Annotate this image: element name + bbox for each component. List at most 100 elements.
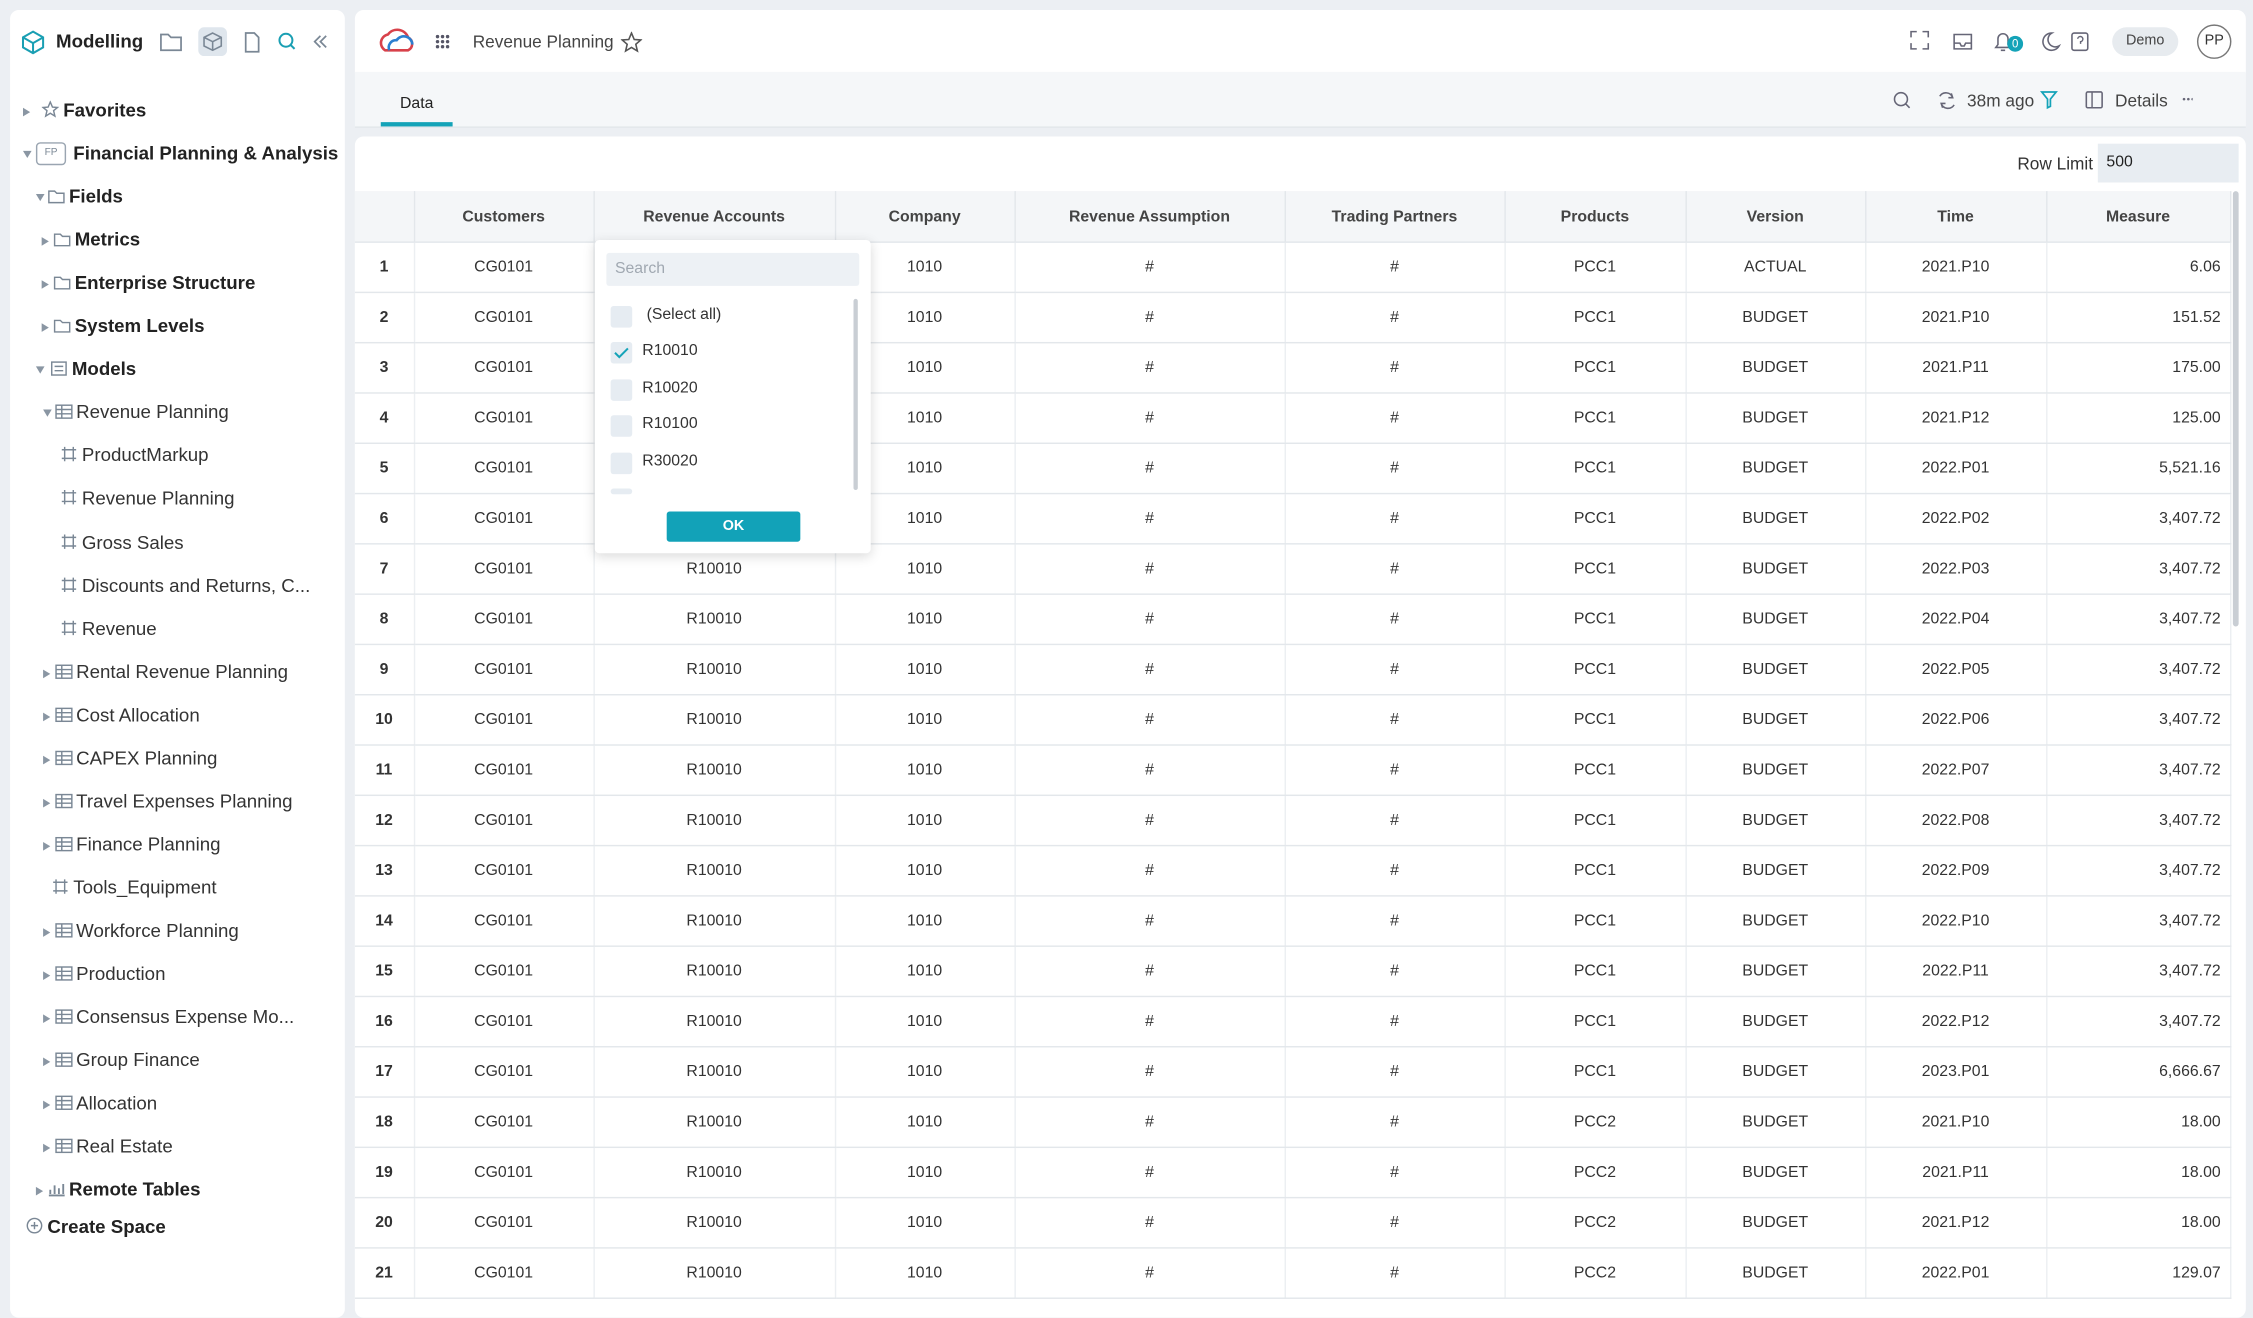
- table-cell: 1010: [834, 644, 1016, 696]
- column-header[interactable]: Customers: [413, 191, 595, 243]
- filter-option[interactable]: R10100: [642, 415, 698, 433]
- filter-option[interactable]: R10010: [642, 341, 698, 360]
- tree-item[interactable]: Favorites: [63, 99, 147, 121]
- column-header[interactable]: Revenue Accounts: [593, 191, 836, 243]
- checkbox[interactable]: [610, 415, 633, 437]
- tree-item[interactable]: Financial Planning & Analysis: [73, 142, 339, 164]
- column-header[interactable]: Revenue Assumption: [1014, 191, 1286, 243]
- checkbox[interactable]: [610, 452, 633, 475]
- tree-toggle[interactable]: [41, 237, 49, 246]
- filter-option[interactable]: R10020: [642, 379, 698, 397]
- table-cell: PCC1: [1504, 895, 1687, 947]
- table-cell: 2021.P10: [1865, 1097, 2047, 1149]
- tree-toggle[interactable]: [43, 669, 51, 678]
- tree-toggle[interactable]: [43, 928, 51, 937]
- table-cell: #: [1014, 392, 1286, 444]
- tree-toggle[interactable]: [35, 366, 45, 375]
- table-cell: PCC1: [1504, 392, 1687, 444]
- tree-toggle[interactable]: [43, 798, 51, 808]
- tree-toggle[interactable]: [35, 1187, 44, 1196]
- tree-item[interactable]: Finance Planning: [76, 833, 221, 855]
- apps-icon[interactable]: [435, 34, 450, 49]
- tree-toggle[interactable]: [43, 712, 51, 721]
- search-input[interactable]: Search: [606, 252, 860, 286]
- tree-toggle[interactable]: [22, 150, 32, 159]
- tree-item[interactable]: Rental Revenue Planning: [76, 660, 289, 682]
- tree-toggle[interactable]: [43, 1014, 51, 1024]
- tab[interactable]: Data: [399, 94, 434, 113]
- table-cell: R10010: [593, 745, 836, 797]
- popup-scrollbar[interactable]: [853, 298, 858, 490]
- tree-toggle[interactable]: [43, 409, 52, 418]
- tree-item[interactable]: Fields: [68, 185, 123, 208]
- ok-button[interactable]: OK: [666, 511, 801, 542]
- tree-item[interactable]: System Levels: [74, 315, 205, 337]
- table-cell: CG0101: [413, 946, 595, 998]
- tree-item[interactable]: Create Space: [47, 1215, 166, 1238]
- filter-option[interactable]: (Select all): [646, 306, 722, 324]
- filter-popup: Search OK (Select all) R10010 R10020 R10100…: [594, 239, 871, 554]
- column-header[interactable]: Trading Partners: [1284, 191, 1506, 243]
- tree-item[interactable]: Group Finance: [76, 1049, 200, 1071]
- tree-toggle[interactable]: [43, 1057, 51, 1067]
- tree-toggle[interactable]: [43, 971, 51, 980]
- checkbox[interactable]: [610, 341, 633, 364]
- tree-item[interactable]: CAPEX Planning: [76, 746, 218, 769]
- tree-item[interactable]: Models: [71, 358, 137, 380]
- table-cell: 3,407.72: [2046, 745, 2231, 797]
- column-header[interactable]: Products: [1504, 191, 1687, 243]
- table-cell: 3,407.72: [2046, 845, 2231, 897]
- table-cell: BUDGET: [1685, 392, 1866, 444]
- column-header[interactable]: Time: [1865, 191, 2047, 243]
- tree-item[interactable]: Enterprise Structure: [74, 271, 256, 294]
- tree-item[interactable]: Revenue Planning: [81, 487, 235, 510]
- tree-item[interactable]: ProductMarkup: [81, 444, 209, 467]
- sidebar-tools[interactable]: [155, 26, 335, 58]
- row-number: 3: [354, 342, 415, 394]
- tree-item[interactable]: Real Estate: [76, 1135, 173, 1157]
- tree-toggle[interactable]: [41, 280, 49, 290]
- tree-toggle[interactable]: [35, 194, 45, 202]
- tree-toggle[interactable]: [41, 323, 49, 333]
- tree-item[interactable]: Consensus Expense Mo...: [76, 1005, 295, 1028]
- tree-item[interactable]: Revenue Planning: [76, 401, 229, 423]
- toolbar-icons[interactable]: [1891, 89, 2193, 112]
- checkbox[interactable]: [610, 306, 633, 328]
- tree-item[interactable]: Production: [76, 962, 166, 985]
- column-header[interactable]: Version: [1685, 191, 1866, 243]
- tree-toggle[interactable]: [43, 1144, 51, 1153]
- tree-item[interactable]: Remote Tables: [68, 1178, 201, 1201]
- tree-toggle[interactable]: [43, 841, 51, 851]
- tree-toggle[interactable]: [22, 107, 31, 117]
- tree-toggle[interactable]: [43, 1100, 51, 1110]
- tree-item[interactable]: Discounts and Returns, C...: [81, 574, 311, 596]
- table-cell: #: [1014, 795, 1286, 847]
- tree-item[interactable]: Cost Allocation: [76, 703, 200, 726]
- table-cell: R10010: [593, 644, 836, 696]
- table-row: 7 CG0101 R10010 1010 # # PCC1 BUDGET 2022.P03 3,4…: [354, 543, 2231, 595]
- column-header[interactable]: Measure: [2046, 191, 2231, 243]
- tree-item[interactable]: Workforce Planning: [76, 919, 239, 942]
- checkbox[interactable]: [610, 379, 633, 401]
- tree-item[interactable]: Gross Sales: [81, 530, 184, 553]
- header-icons[interactable]: [1908, 29, 2095, 55]
- tree-item[interactable]: Travel Expenses Planning: [76, 789, 293, 812]
- details-button[interactable]: Details: [2115, 90, 2168, 111]
- tree-toggle[interactable]: [43, 755, 51, 765]
- favorite-star[interactable]: [620, 31, 643, 54]
- tree-item[interactable]: Tools_Equipment: [73, 876, 217, 898]
- row-limit-input[interactable]: 500: [2097, 143, 2239, 183]
- filter-option[interactable]: R30020: [642, 452, 698, 470]
- user-avatar[interactable]: PP: [2196, 24, 2232, 59]
- tree-item[interactable]: Metrics: [74, 228, 141, 251]
- tree-icon: [61, 576, 77, 592]
- scrollbar[interactable]: [2232, 191, 2239, 627]
- environment-badge[interactable]: Demo: [2112, 27, 2179, 57]
- column-header[interactable]: Company: [834, 191, 1016, 243]
- tree-item[interactable]: Allocation: [76, 1092, 158, 1114]
- tree-item[interactable]: Revenue: [81, 617, 157, 639]
- table-cell: #: [1284, 443, 1506, 495]
- table-cell: 1010: [834, 1147, 1016, 1199]
- table-cell: 2022.P05: [1865, 644, 2047, 696]
